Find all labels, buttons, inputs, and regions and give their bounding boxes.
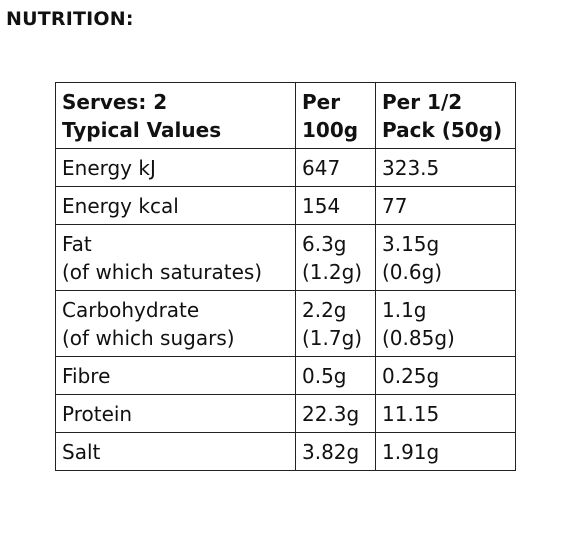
value-per-100g: 3.82g [295,432,376,471]
cell-line: Carbohydrate [62,298,200,322]
cell-line: 11.15 [382,402,440,426]
value-per-half-pack: 11.15 [375,394,516,433]
nutrition-table: Serves: 2 Typical Values Per 100g Per 1/… [55,82,516,471]
cell-subline: (1.7g) [302,326,363,350]
header-typical-values: Serves: 2 Typical Values [55,82,296,149]
nutrient-name: Fibre [55,356,296,395]
table-row: Energy kcal 154 77 [55,186,516,225]
cell-line: 77 [382,194,408,218]
cell-line: 3.15g [382,232,440,256]
cell-line: 1.1g [382,298,427,322]
table-row: Carbohydrate (of which sugars) 2.2g (1.7… [55,290,516,357]
cell-line: 0.25g [382,364,440,388]
cell-subline: (1.2g) [302,260,363,284]
nutrient-name: Energy kcal [55,186,296,225]
nutrient-name: Protein [55,394,296,433]
cell-line: Energy kJ [62,156,156,180]
header-per-100g: Per 100g [295,82,376,149]
value-per-half-pack: 1.91g [375,432,516,471]
header-100g-label: 100g [302,118,359,142]
cell-line: Salt [62,440,101,464]
value-per-half-pack: 0.25g [375,356,516,395]
cell-subline: (of which saturates) [62,260,263,284]
nutrient-name: Fat (of which saturates) [55,224,296,291]
nutrient-name: Energy kJ [55,148,296,187]
nutrient-name: Carbohydrate (of which sugars) [55,290,296,357]
cell-line: 3.82g [302,440,360,464]
cell-line: 22.3g [302,402,360,426]
header-serves-label: Serves: 2 [62,90,168,114]
nutrient-name: Salt [55,432,296,471]
header-pack-label: Pack (50g) [382,118,503,142]
cell-line: 647 [302,156,341,180]
cell-line: Fat [62,232,92,256]
cell-subline: (0.6g) [382,260,443,284]
table-row: Salt 3.82g 1.91g [55,432,516,471]
cell-line: 1.91g [382,440,440,464]
cell-line: 0.5g [302,364,347,388]
value-per-half-pack: 3.15g (0.6g) [375,224,516,291]
value-per-100g: 22.3g [295,394,376,433]
table-header-row: Serves: 2 Typical Values Per 100g Per 1/… [55,82,516,149]
cell-line: 154 [302,194,341,218]
value-per-100g: 0.5g [295,356,376,395]
header-per-label: Per [302,90,341,114]
value-per-100g: 2.2g (1.7g) [295,290,376,357]
table-row: Protein 22.3g 11.15 [55,394,516,433]
cell-line: 323.5 [382,156,440,180]
header-per-half-pack: Per 1/2 Pack (50g) [375,82,516,149]
page-title: NUTRITION: [6,8,134,30]
cell-line: Energy kcal [62,194,179,218]
cell-line: 2.2g [302,298,347,322]
value-per-100g: 154 [295,186,376,225]
value-per-half-pack: 77 [375,186,516,225]
table-row: Fibre 0.5g 0.25g [55,356,516,395]
cell-line: Protein [62,402,133,426]
value-per-half-pack: 1.1g (0.85g) [375,290,516,357]
table-row: Energy kJ 647 323.5 [55,148,516,187]
header-typical-values-label: Typical Values [62,118,222,142]
cell-line: Fibre [62,364,111,388]
value-per-100g: 6.3g (1.2g) [295,224,376,291]
cell-subline: (of which sugars) [62,326,235,350]
cell-subline: (0.85g) [382,326,455,350]
table-row: Fat (of which saturates) 6.3g (1.2g) 3.1… [55,224,516,291]
value-per-100g: 647 [295,148,376,187]
cell-line: 6.3g [302,232,347,256]
header-per-half-label: Per 1/2 [382,90,463,114]
value-per-half-pack: 323.5 [375,148,516,187]
